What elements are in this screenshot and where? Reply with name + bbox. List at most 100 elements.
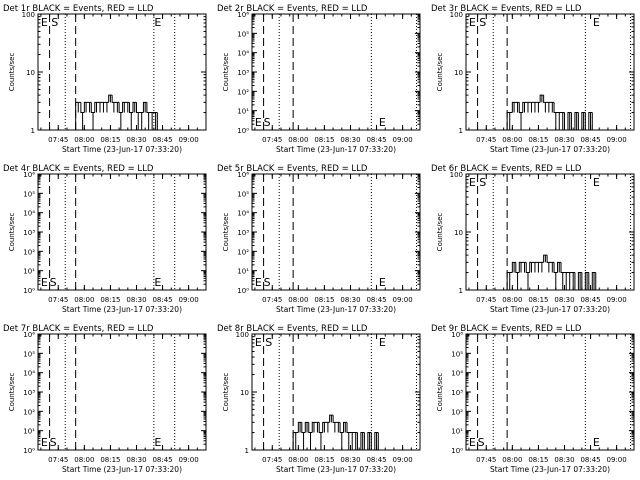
x-axis-label: Start Time (23-Jun-17 07:33:20) — [62, 305, 182, 314]
x-tick-label: 08:15 — [314, 136, 334, 144]
y-tick-label: 10⁶ — [451, 331, 463, 339]
y-tick-label: 10⁵ — [23, 190, 35, 198]
y-tick-label: 10⁵ — [237, 190, 249, 198]
y-tick-label: 10⁰ — [451, 447, 463, 455]
x-axis-label: Start Time (23-Jun-17 07:33:20) — [276, 145, 396, 154]
x-tick-label: 09:00 — [179, 296, 199, 304]
y-tick-label: 10² — [237, 248, 249, 256]
marker-e-end: E — [593, 16, 600, 29]
x-tick-label: 08:30 — [340, 456, 360, 464]
x-tick-label: 09:00 — [607, 456, 627, 464]
marker-e-end: E — [154, 436, 161, 449]
marker-e-end: E — [593, 436, 600, 449]
chart-title: Det 9r BLACK = Events, RED = LLD — [431, 324, 582, 334]
y-tick-label: 10² — [23, 408, 35, 416]
y-tick-label: 10³ — [451, 389, 463, 397]
y-axis-label: Counts/sec — [436, 373, 444, 412]
x-tick-label: 08:45 — [580, 456, 600, 464]
x-tick-label: 08:00 — [288, 136, 308, 144]
y-tick-label: 100 — [22, 11, 35, 19]
y-tick-label: 1 — [459, 127, 463, 135]
marker-e-start: E — [255, 276, 262, 289]
x-tick-label: 08:15 — [100, 296, 120, 304]
marker-s: S — [50, 276, 57, 289]
x-tick-label: 08:15 — [528, 136, 548, 144]
chart-title: Det 7r BLACK = Events, RED = LLD — [3, 324, 154, 334]
chart-panel-9: Det 9r BLACK = Events, RED = LLD 10⁰ 10¹ 10… — [431, 324, 635, 474]
y-tick-label: 1 — [245, 447, 249, 455]
y-tick-label: 10⁴ — [23, 370, 35, 378]
y-tick-label: 10² — [451, 408, 463, 416]
events-series-line — [75, 94, 158, 130]
x-tick-label: 08:30 — [126, 296, 146, 304]
x-tick-label: 08:00 — [288, 296, 308, 304]
chart-panel-8: Det 8r BLACK = Events, RED = LLD 1 10 100 07… — [217, 324, 421, 474]
plot-frame — [37, 333, 207, 451]
x-tick-label: 08:00 — [288, 456, 308, 464]
y-tick-label: 10⁶ — [237, 11, 249, 19]
x-tick-label: 07:45 — [476, 456, 496, 464]
y-tick-label: 10² — [23, 248, 35, 256]
x-tick-label: 09:00 — [607, 136, 627, 144]
y-axis-label: Counts/sec — [222, 53, 230, 92]
marker-e-end: E — [379, 116, 386, 129]
marker-e-end: E — [154, 276, 161, 289]
x-tick-label: 08:00 — [502, 136, 522, 144]
y-tick-label: 10⁵ — [451, 350, 463, 358]
y-tick-label: 10⁶ — [23, 331, 35, 339]
x-tick-label: 07:45 — [476, 136, 496, 144]
y-tick-label: 10⁴ — [451, 370, 463, 378]
marker-e-start: E — [469, 176, 476, 189]
x-tick-label: 08:45 — [580, 136, 600, 144]
y-tick-label: 10¹ — [23, 268, 35, 276]
marker-e-start: E — [41, 276, 48, 289]
y-tick-label: 10 — [454, 229, 463, 237]
x-tick-label: 07:45 — [262, 296, 282, 304]
plot-frame — [465, 173, 635, 291]
y-tick-label: 10 — [240, 389, 249, 397]
x-tick-label: 08:00 — [74, 456, 94, 464]
y-tick-label: 10¹ — [237, 268, 249, 276]
plot-frame — [37, 173, 207, 291]
y-tick-label: 10 — [454, 69, 463, 77]
marker-s: S — [479, 176, 486, 189]
chart-panel-5: Det 5r BLACK = Events, RED = LLD 10⁰ 10¹ 10… — [217, 164, 421, 314]
x-tick-label: 08:15 — [100, 456, 120, 464]
chart-panel-3: Det 3r BLACK = Events, RED = LLD 1 10 100 07… — [431, 4, 635, 154]
x-tick-label: 08:30 — [126, 136, 146, 144]
y-tick-label: 10³ — [23, 229, 35, 237]
x-tick-label: 08:00 — [74, 296, 94, 304]
x-tick-label: 08:15 — [314, 296, 334, 304]
y-tick-label: 10⁴ — [23, 210, 35, 218]
marker-s: S — [264, 276, 271, 289]
y-tick-label: 10² — [237, 88, 249, 96]
marker-e-end: E — [379, 336, 386, 349]
x-axis-label: Start Time (23-Jun-17 07:33:20) — [62, 145, 182, 154]
y-tick-label: 10⁰ — [237, 127, 249, 135]
chart-title: Det 5r BLACK = Events, RED = LLD — [217, 164, 368, 174]
x-axis-label: Start Time (23-Jun-17 07:33:20) — [490, 465, 610, 474]
marker-e-start: E — [255, 336, 262, 349]
marker-e-start: E — [469, 16, 476, 29]
y-tick-label: 100 — [450, 11, 463, 19]
chart-panel-6: Det 6r BLACK = Events, RED = LLD 1 10 100 07… — [431, 164, 635, 314]
chart-title: Det 4r BLACK = Events, RED = LLD — [3, 164, 154, 174]
x-tick-label: 09:00 — [393, 456, 413, 464]
y-tick-label: 10⁶ — [23, 171, 35, 179]
events-series-line — [292, 414, 382, 451]
x-tick-label: 08:30 — [126, 456, 146, 464]
marker-s: S — [50, 436, 57, 449]
x-tick-label: 09:00 — [393, 136, 413, 144]
y-tick-label: 10³ — [237, 69, 249, 77]
chart-title: Det 2r BLACK = Events, RED = LLD — [217, 4, 368, 14]
x-axis-label: Start Time (23-Jun-17 07:33:20) — [276, 465, 396, 474]
marker-s: S — [479, 16, 486, 29]
x-tick-label: 07:45 — [48, 456, 68, 464]
x-tick-label: 07:45 — [262, 136, 282, 144]
x-tick-label: 08:30 — [340, 296, 360, 304]
plot-frame — [465, 333, 635, 451]
x-axis-label: Start Time (23-Jun-17 07:33:20) — [490, 305, 610, 314]
x-tick-label: 08:45 — [152, 296, 172, 304]
chart-panel-4: Det 4r BLACK = Events, RED = LLD 10⁰ 10¹ 10… — [3, 164, 207, 314]
y-tick-label: 10⁰ — [23, 287, 35, 295]
